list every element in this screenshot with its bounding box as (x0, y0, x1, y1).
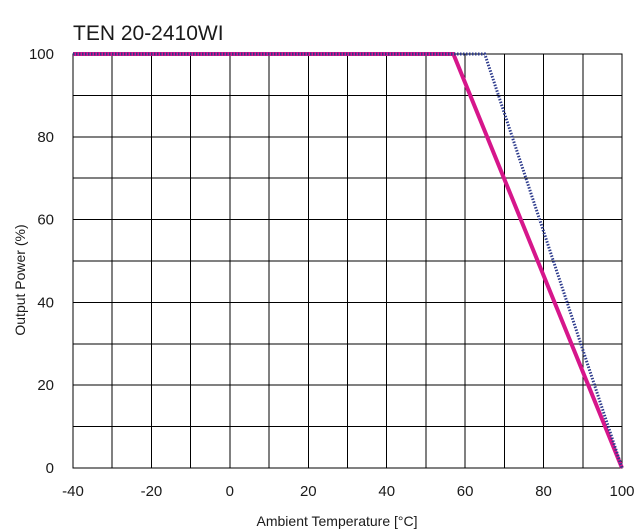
y-axis-label: Output Power (%) (12, 224, 28, 335)
x-tick-label: -40 (62, 483, 84, 500)
x-tick-label: 60 (457, 483, 474, 500)
y-tick-label: 60 (37, 212, 54, 229)
y-tick-label: 80 (37, 129, 54, 146)
x-tick-label: 0 (226, 483, 234, 500)
y-tick-label: 40 (37, 294, 54, 311)
grid-lines (73, 54, 622, 468)
chart-title: TEN 20-2410WI (73, 22, 224, 45)
x-tick-label: 40 (378, 483, 395, 500)
x-tick-label: 20 (300, 483, 317, 500)
x-tick-label: 100 (609, 483, 634, 500)
y-tick-label: 100 (29, 46, 54, 63)
x-tick-label: -20 (141, 483, 163, 500)
series-line-2 (73, 52, 624, 469)
x-tick-label: 80 (535, 483, 552, 500)
x-axis-label: Ambient Temperature [°C] (257, 513, 418, 529)
series-layer (73, 52, 624, 469)
x-tick-labels: -40 -20 0 20 40 60 80 100 (62, 483, 634, 500)
y-tick-label: 0 (46, 460, 54, 477)
y-tick-label: 20 (37, 377, 54, 394)
y-tick-labels: 0 20 40 60 80 100 (29, 46, 54, 477)
